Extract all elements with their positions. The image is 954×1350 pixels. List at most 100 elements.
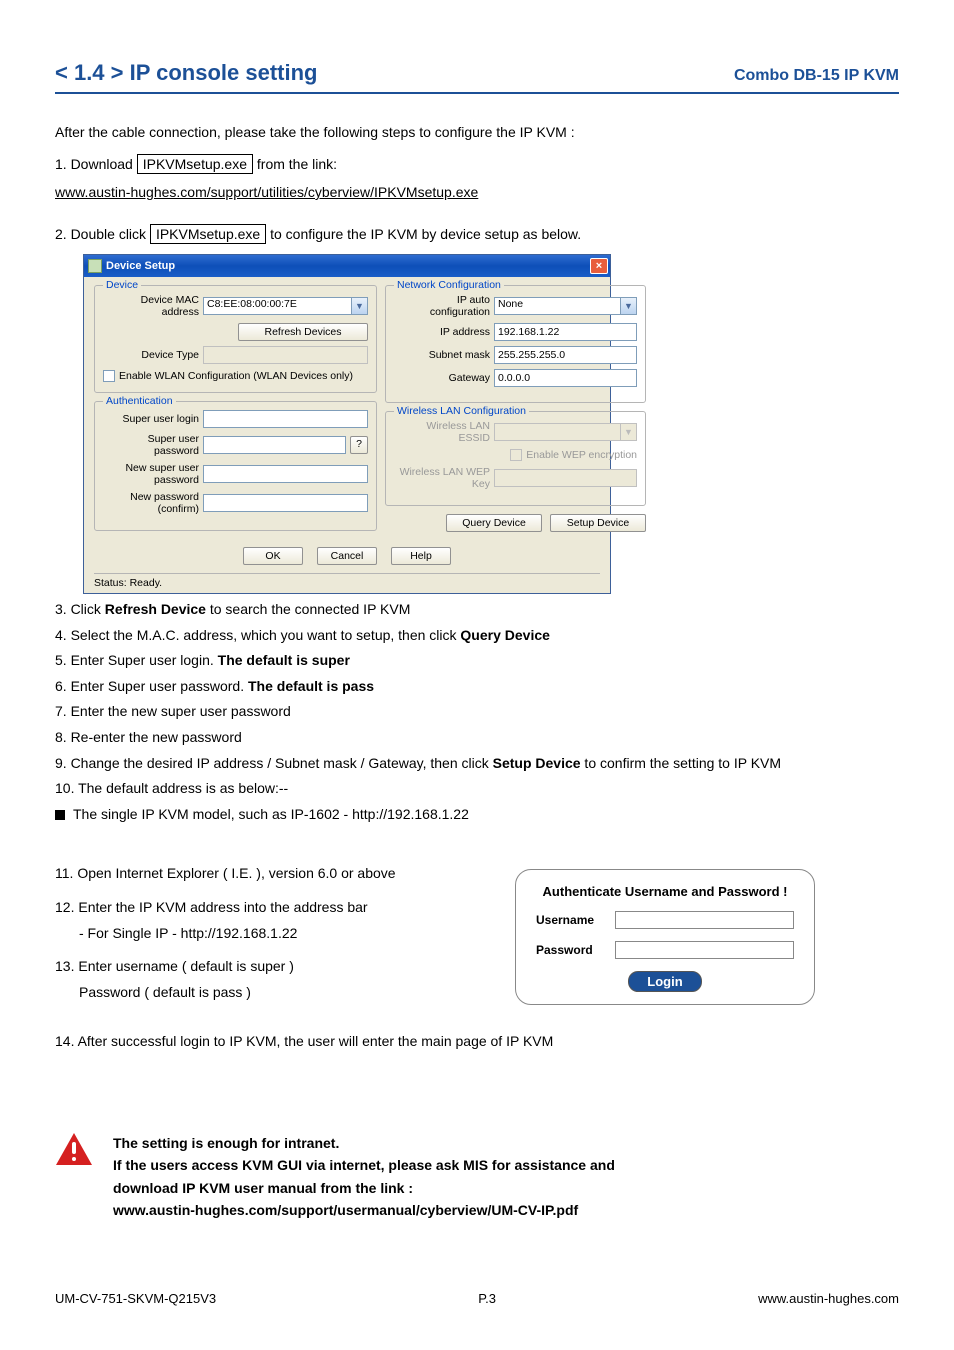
step-10-bullet: The single IP KVM model, such as IP-1602… (55, 805, 899, 825)
essid-dropdown-arrow: ▼ (621, 423, 637, 441)
step-7: 7. Enter the new super user password (55, 702, 899, 722)
warning-section: The setting is enough for intranet. If t… (55, 1132, 899, 1222)
ip-addr-label: IP address (394, 326, 490, 338)
step2-box: IPKVMsetup.exe (150, 224, 266, 244)
footer-right: www.austin-hughes.com (758, 1291, 899, 1306)
step-14: 14. After successful login to IP KVM, th… (55, 1032, 899, 1052)
step-5: 5. Enter Super user login. The default i… (55, 651, 899, 671)
confirm-pwd-label: New password (confirm) (103, 491, 199, 515)
help-question-button[interactable]: ? (350, 436, 368, 454)
mac-input[interactable]: C8:EE:08:00:00:7E (203, 297, 352, 315)
ip-auto-value[interactable]: None (494, 297, 621, 315)
close-button[interactable]: × (590, 258, 608, 274)
square-bullet-icon (55, 810, 65, 820)
footer-left: UM-CV-751-SKVM-Q215V3 (55, 1291, 216, 1306)
ip-auto-dropdown-arrow[interactable]: ▼ (621, 297, 637, 315)
warning-line3: download IP KVM user manual from the lin… (113, 1177, 615, 1199)
step1-prefix: 1. Download (55, 156, 137, 172)
footer-center: P.3 (478, 1291, 496, 1306)
lower-left: 11. Open Internet Explorer ( I.E. ), ver… (55, 864, 475, 1008)
step2-prefix: 2. Double click (55, 226, 150, 242)
steps-list: 3. Click Refresh Device to search the co… (55, 600, 899, 824)
model-title: Combo DB-15 IP KVM (734, 67, 899, 85)
device-type-input (203, 346, 368, 364)
device-legend: Device (103, 279, 141, 291)
mac-label: Device MAC address (103, 294, 199, 318)
step-9: 9. Change the desired IP address / Subne… (55, 754, 899, 774)
title-bar-left: Device Setup (88, 259, 175, 273)
cancel-button[interactable]: Cancel (317, 547, 377, 565)
intro-text: After the cable connection, please take … (55, 124, 899, 140)
step2-suffix: to configure the IP KVM by device setup … (270, 226, 581, 242)
ip-addr-input[interactable] (494, 323, 637, 341)
wepkey-label: Wireless LAN WEP Key (394, 466, 490, 490)
step-10: 10. The default address is as below:-- (55, 779, 899, 799)
setup-device-button[interactable]: Setup Device (550, 514, 646, 532)
lower-section: 11. Open Internet Explorer ( I.E. ), ver… (55, 864, 899, 1008)
essid-input (494, 423, 621, 441)
super-login-input[interactable] (203, 410, 368, 428)
help-button[interactable]: Help (391, 547, 451, 565)
step-1: 1. Download IPKVMsetup.exe from the link… (55, 154, 899, 174)
login-header: Authenticate Username and Password ! (536, 884, 794, 899)
step1-box: IPKVMsetup.exe (137, 154, 253, 174)
step-13a: 13. Enter username ( default is super ) (55, 957, 475, 977)
super-pwd-label: Super user password (103, 433, 199, 457)
super-login-label: Super user login (103, 413, 199, 425)
ok-button[interactable]: OK (243, 547, 303, 565)
wlan-checkbox[interactable] (103, 370, 115, 382)
step-3: 3. Click Refresh Device to search the co… (55, 600, 899, 620)
warning-icon (55, 1132, 93, 1169)
device-type-label: Device Type (103, 349, 199, 361)
network-legend: Network Configuration (394, 279, 504, 291)
section-title: < 1.4 > IP console setting (55, 60, 317, 86)
subnet-input[interactable] (494, 346, 637, 364)
window-body: Device Device MAC address C8:EE:08:00:00… (84, 277, 610, 593)
right-column: Network Configuration IP auto configurat… (385, 285, 646, 539)
wep-checkbox-label: Enable WEP encryption (526, 449, 637, 461)
subnet-label: Subnet mask (394, 349, 490, 361)
mac-dropdown-arrow[interactable]: ▼ (352, 297, 368, 315)
step-11: 11. Open Internet Explorer ( I.E. ), ver… (55, 864, 475, 884)
step1-suffix: from the link: (257, 156, 337, 172)
device-fieldset: Device Device MAC address C8:EE:08:00:00… (94, 285, 377, 393)
username-input[interactable] (615, 911, 794, 929)
step-8: 8. Re-enter the new password (55, 728, 899, 748)
super-pwd-input[interactable] (203, 436, 346, 454)
step1-link[interactable]: www.austin-hughes.com/support/utilities/… (55, 184, 478, 200)
page-header: < 1.4 > IP console setting Combo DB-15 I… (55, 60, 899, 94)
gateway-input[interactable] (494, 369, 637, 387)
confirm-pwd-input[interactable] (203, 494, 368, 512)
step-13b: Password ( default is pass ) (55, 983, 475, 1003)
auth-fieldset: Authentication Super user login Super us… (94, 401, 377, 531)
login-panel: Authenticate Username and Password ! Use… (515, 869, 815, 1005)
auth-legend: Authentication (103, 395, 176, 407)
password-label: Password (536, 943, 605, 957)
warning-line1: The setting is enough for intranet. (113, 1132, 615, 1154)
step-2: 2. Double click IPKVMsetup.exe to config… (55, 224, 899, 244)
refresh-devices-button[interactable]: Refresh Devices (238, 323, 368, 341)
wlan-checkbox-label: Enable WLAN Configuration (WLAN Devices … (119, 370, 353, 382)
login-button[interactable]: Login (628, 971, 701, 992)
warning-text: The setting is enough for intranet. If t… (113, 1132, 615, 1222)
username-label: Username (536, 913, 605, 927)
new-pwd-input[interactable] (203, 465, 368, 483)
left-column: Device Device MAC address C8:EE:08:00:00… (94, 285, 377, 539)
warning-line2: If the users access KVM GUI via internet… (113, 1154, 615, 1176)
step-12b: - For Single IP - http://192.168.1.22 (55, 924, 475, 944)
lower-right: Authenticate Username and Password ! Use… (515, 864, 899, 1005)
wep-checkbox (510, 449, 522, 461)
gateway-label: Gateway (394, 372, 490, 384)
wlan-legend: Wireless LAN Configuration (394, 405, 529, 417)
step-6: 6. Enter Super user password. The defaul… (55, 677, 899, 697)
step-4: 4. Select the M.A.C. address, which you … (55, 626, 899, 646)
step-12a: 12. Enter the IP KVM address into the ad… (55, 898, 475, 918)
query-device-button[interactable]: Query Device (446, 514, 542, 532)
wlan-fieldset: Wireless LAN Configuration Wireless LAN … (385, 411, 646, 506)
window-title: Device Setup (106, 260, 175, 272)
new-pwd-label: New super user password (103, 462, 199, 486)
device-setup-window: Device Setup × Device Device MAC address… (83, 254, 611, 594)
ip-auto-label: IP auto configuration (394, 294, 490, 318)
password-input[interactable] (615, 941, 794, 959)
warning-line4: www.austin-hughes.com/support/usermanual… (113, 1199, 615, 1221)
